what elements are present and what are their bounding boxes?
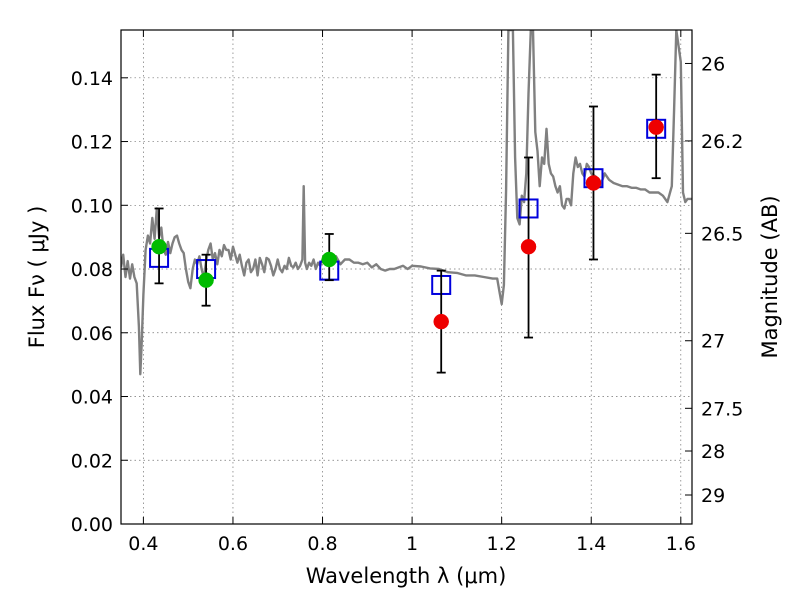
right-tick-label: 27 [701, 331, 725, 353]
x-tick-label: 1 [406, 533, 418, 555]
tick-layer: 0.4 0.6 0.8 1 1.2 1.4 1.6 0.00 0.02 0.04 0.06 0.08 0… [71, 30, 743, 555]
y-tick-label: 0.08 [71, 259, 113, 281]
y-tick-label: 0.00 [71, 514, 113, 536]
observed-green-point [321, 251, 337, 268]
y-tick-label: 0.14 [71, 68, 113, 90]
y-tick-label: 0.04 [71, 387, 113, 409]
y-tick-label: 0.06 [71, 323, 113, 345]
x-axis-label: Wavelength λ (μm) [306, 564, 507, 588]
frame-layer [120, 29, 693, 525]
x-tick-label: 0.8 [307, 533, 337, 555]
right-tick-label: 29 [701, 485, 725, 507]
observed-green-point [151, 238, 167, 255]
right-tick-label: 26.2 [701, 131, 743, 153]
x-tick-label: 0.6 [218, 533, 248, 555]
y-tick-label: 0.12 [71, 132, 113, 154]
observed-green-point [198, 272, 214, 288]
y-axis-label: Flux Fν ( μJy ) [25, 206, 49, 349]
x-tick-label: 1.2 [487, 533, 517, 555]
observed-red-point [433, 313, 449, 330]
sed-model-line [121, 30, 692, 376]
observed-red-point [585, 175, 602, 191]
plot-frame [120, 29, 693, 525]
observed-red-point [648, 119, 664, 135]
right-tick-label: 28 [701, 441, 725, 463]
observed-red-point [520, 238, 537, 255]
right-tick-label: 27.5 [701, 398, 743, 420]
right-tick-label: 26 [701, 53, 725, 75]
series-layer [121, 30, 692, 376]
x-tick-label: 1.6 [666, 533, 696, 555]
right-axis-label: Magnitude (AB) [758, 195, 782, 358]
x-tick-label: 1.4 [576, 533, 606, 555]
x-tick-label: 0.4 [128, 533, 158, 555]
y-tick-label: 0.10 [71, 195, 113, 217]
right-tick-label: 26.5 [701, 223, 743, 245]
y-tick-label: 0.02 [71, 450, 113, 472]
